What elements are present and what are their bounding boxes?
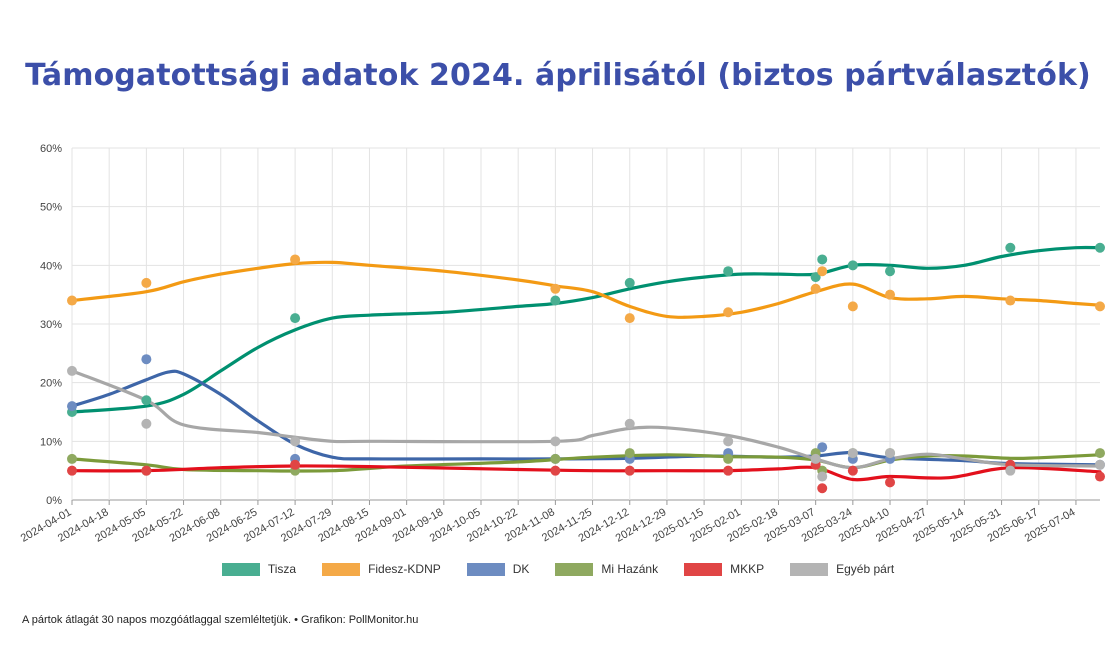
series-line-mkkp (70, 464, 1102, 482)
y-tick-label: 0% (46, 495, 62, 507)
series-line-dk (70, 369, 1102, 467)
data-point-tisza (723, 266, 734, 277)
data-point-fidesz-kdnp (141, 277, 152, 288)
series-line-tisza (70, 245, 1102, 414)
y-tick-label: 60% (40, 143, 62, 155)
series-points (67, 242, 1105, 494)
data-point-tisza (817, 254, 828, 265)
series-line-mi-hazank (70, 453, 1102, 473)
data-point-tisza (885, 266, 896, 277)
data-point-mi-hazank (624, 448, 635, 459)
data-point-fidesz-kdnp (67, 295, 77, 306)
data-point-egyeb-part (141, 418, 152, 429)
data-point-fidesz-kdnp (723, 307, 734, 318)
legend-swatch (322, 562, 361, 576)
data-point-egyeb-part (550, 436, 561, 447)
data-point-mkkp (847, 465, 858, 476)
data-point-mkkp (141, 465, 152, 476)
data-point-fidesz-kdnp (817, 266, 828, 277)
data-point-fidesz-kdnp (847, 301, 858, 312)
legend-swatch (555, 562, 594, 576)
y-tick-label: 40% (40, 260, 62, 272)
line-chart: 0%10%20%30%40%50%60%2024-04-012024-04-18… (19, 143, 1105, 545)
data-point-tisza (847, 260, 858, 271)
data-point-mkkp (67, 465, 77, 476)
legend-item-mi-hazank[interactable]: Mi Hazánk (555, 562, 658, 576)
data-point-egyeb-part (723, 436, 734, 447)
legend-label: Egyéb párt (836, 562, 895, 576)
legend-swatch (466, 562, 505, 576)
data-point-mi-hazank (550, 453, 561, 464)
data-point-tisza (1095, 242, 1105, 253)
data-point-tisza (290, 313, 301, 324)
data-point-fidesz-kdnp (624, 313, 635, 324)
legend-label: MKKP (730, 562, 765, 576)
series-lines (70, 245, 1102, 482)
y-tick-label: 30% (40, 319, 62, 331)
legend-label: DK (512, 562, 530, 576)
data-point-mkkp (885, 477, 896, 488)
legend-item-fidesz-kdnp[interactable]: Fidesz-KDNP (322, 562, 441, 576)
data-point-mkkp (817, 483, 828, 494)
legend-swatch (684, 562, 723, 576)
y-tick-label: 50% (40, 202, 62, 214)
data-point-fidesz-kdnp (550, 283, 561, 294)
data-point-fidesz-kdnp (290, 254, 301, 265)
legend-label: Mi Hazánk (601, 562, 659, 576)
data-point-egyeb-part (1095, 459, 1105, 470)
legend-label: Fidesz-KDNP (368, 562, 441, 576)
data-point-mkkp (723, 465, 734, 476)
data-point-egyeb-part (1005, 465, 1016, 476)
legend-item-tisza[interactable]: Tisza (221, 562, 297, 576)
data-point-fidesz-kdnp (810, 283, 821, 294)
data-point-egyeb-part (624, 418, 635, 429)
legend-swatch (221, 562, 260, 576)
chart-axes: 0%10%20%30%40%50%60%2024-04-012024-04-18… (19, 143, 1078, 545)
data-point-mkkp (1095, 471, 1105, 482)
data-point-dk (67, 401, 77, 412)
data-point-fidesz-kdnp (1095, 301, 1105, 312)
footnote: A pártok átlagát 30 napos mozgóátlaggal … (22, 614, 419, 626)
legend-label: Tisza (267, 562, 297, 576)
data-point-mi-hazank (67, 453, 77, 464)
legend-item-dk[interactable]: DK (466, 562, 530, 576)
y-tick-label: 20% (40, 378, 62, 390)
legend-item-egyeb-part[interactable]: Egyéb párt (790, 562, 894, 576)
data-point-egyeb-part (885, 448, 896, 459)
data-point-mi-hazank (1095, 448, 1105, 459)
data-point-egyeb-part (847, 448, 858, 459)
chart-grid (71, 147, 1100, 505)
data-point-tisza (624, 277, 635, 288)
data-point-tisza (810, 272, 821, 283)
data-point-tisza (550, 295, 561, 306)
data-point-egyeb-part (817, 471, 828, 482)
series-line-fidesz-kdnp (70, 260, 1102, 319)
data-point-fidesz-kdnp (1005, 295, 1016, 306)
data-point-egyeb-part (810, 453, 821, 464)
data-point-mi-hazank (723, 453, 734, 464)
y-tick-label: 10% (40, 436, 62, 448)
data-point-mkkp (290, 459, 301, 470)
chart-legend: Tisza Fidesz-KDNP DK Mi Hazánk MKKP Egyéb pár… (0, 562, 1116, 576)
data-point-fidesz-kdnp (885, 289, 896, 300)
series-line-egyeb-part (70, 369, 1102, 470)
legend-swatch (790, 562, 829, 576)
data-point-egyeb-part (67, 365, 77, 376)
data-point-mkkp (550, 465, 561, 476)
data-point-egyeb-part (290, 436, 301, 447)
chart-title: Támogatottsági adatok 2024. áprilisától … (25, 58, 1091, 93)
data-point-mkkp (624, 465, 635, 476)
data-point-tisza (141, 395, 152, 406)
data-point-dk (817, 442, 828, 453)
legend-item-mkkp[interactable]: MKKP (684, 562, 764, 576)
data-point-tisza (1005, 242, 1016, 253)
data-point-dk (141, 354, 152, 365)
